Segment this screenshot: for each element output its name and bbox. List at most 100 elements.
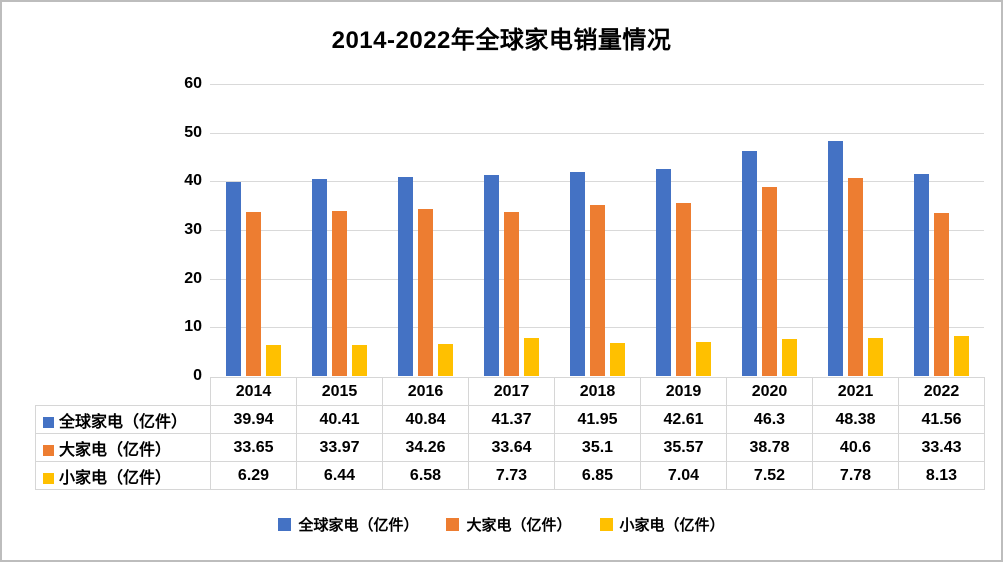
year-header: 2020 [726,377,813,406]
legend-item: 大家电（亿件） [446,514,572,535]
table-corner [36,378,211,406]
bar [655,168,671,376]
table-value: 40.84 [382,405,469,434]
series-row-label: 全球家电（亿件） [35,405,211,434]
y-axis: 0 10 20 30 40 50 60 [150,75,202,384]
table-value: 6.44 [296,461,383,490]
y-tick-label: 60 [184,75,202,92]
bar-group-2014 [210,84,296,376]
legend-label: 小家电（亿件） [619,517,725,534]
table-row: 大家电（亿件） 33.65 33.97 34.26 33.64 35.1 35.57 38.7… [35,433,985,462]
legend-key-icon [446,518,460,531]
chart-title: 2014-2022年全球家电销量情况 [331,27,672,54]
year-header: 2021 [812,377,899,406]
bar-group-2015 [296,84,382,376]
bar [503,212,519,376]
year-header: 2014 [210,377,297,406]
series-row-label: 大家电（亿件） [35,433,211,462]
bar [933,213,949,376]
year-header: 2016 [382,377,469,406]
series-label: 全球家电（亿件） [59,413,188,431]
legend-key-icon [43,416,54,428]
legend-item: 全球家电（亿件） [278,514,418,535]
table-row: 小家电（亿件） 6.29 6.44 6.58 7.73 6.85 7.04 7.52 7.78 8… [35,461,985,490]
table-value: 33.64 [468,433,555,462]
table-row: 全球家电（亿件） 39.94 40.41 40.84 41.37 41.95 42.61 46… [35,405,985,434]
data-table: 2014 2015 2016 2017 2018 2019 2020 2021 2022 全球家电… [35,377,985,490]
bar-group-2021 [812,84,898,376]
gridline [210,181,984,183]
series-row-label: 小家电（亿件） [35,461,211,490]
series-label: 大家电（亿件） [59,441,172,459]
table-value: 7.52 [726,461,813,490]
bar [351,344,367,376]
legend-key-icon [43,444,54,456]
bar [589,205,605,376]
bar [417,209,433,376]
bar [741,150,757,376]
year-header: 2019 [640,377,727,406]
legend-item: 小家电（亿件） [599,514,725,535]
bar [913,173,929,376]
table-value: 39.94 [210,405,297,434]
year-header: 2017 [468,377,555,406]
table-value: 48.38 [812,405,899,434]
table-value: 34.26 [382,433,469,462]
series-label: 小家电（亿件） [59,469,172,487]
table-value: 33.97 [296,433,383,462]
bar [483,174,499,376]
table-value: 41.37 [468,405,555,434]
plot-area [210,84,984,376]
table-value: 33.65 [210,433,297,462]
bar-group-2018 [554,84,640,376]
gridline [210,132,984,134]
bar [331,210,347,376]
table-value: 6.58 [382,461,469,490]
bar [827,140,843,376]
table-value: 38.78 [726,433,813,462]
bar [265,345,281,376]
table-value: 8.13 [898,461,985,490]
table-value: 41.56 [898,405,985,434]
gridline [210,84,984,85]
bar [609,342,625,376]
table-value: 6.85 [554,461,641,490]
bar-group-2019 [640,84,726,376]
table-value: 35.57 [640,433,727,462]
legend-key-icon [278,518,292,531]
bar [569,171,585,376]
y-tick-label: 30 [184,221,202,238]
bar [437,343,453,376]
bar [311,179,327,376]
bar-group-2017 [468,84,554,376]
year-header: 2018 [554,377,641,406]
bar [953,336,969,376]
table-value: 42.61 [640,405,727,434]
bar-group-2020 [726,84,812,376]
table-value: 7.73 [468,461,555,490]
table-header-row: 2014 2015 2016 2017 2018 2019 2020 2021 2022 [36,377,985,406]
year-header: 2015 [296,377,383,406]
table-value: 33.43 [898,433,985,462]
y-tick-label: 20 [184,269,202,287]
bar [781,339,797,376]
table-value: 7.04 [640,461,727,490]
bar [761,187,777,376]
y-tick-label: 0 [193,367,202,384]
table-value: 35.1 [554,433,641,462]
bar [245,212,261,376]
bar [847,178,863,376]
legend-key-icon [599,518,613,531]
bar-group-2022 [898,84,984,376]
bar [523,338,539,376]
bar [397,177,413,376]
table-value: 6.29 [210,461,297,490]
table-value: 46.3 [726,405,813,434]
legend: 全球家电（亿件） 大家电（亿件） 小家电（亿件） [2,514,1001,535]
y-tick-label: 40 [184,172,202,190]
legend-key-icon [43,472,54,484]
y-tick-label: 10 [184,318,202,336]
year-header: 2022 [898,377,985,406]
bar [695,341,711,376]
